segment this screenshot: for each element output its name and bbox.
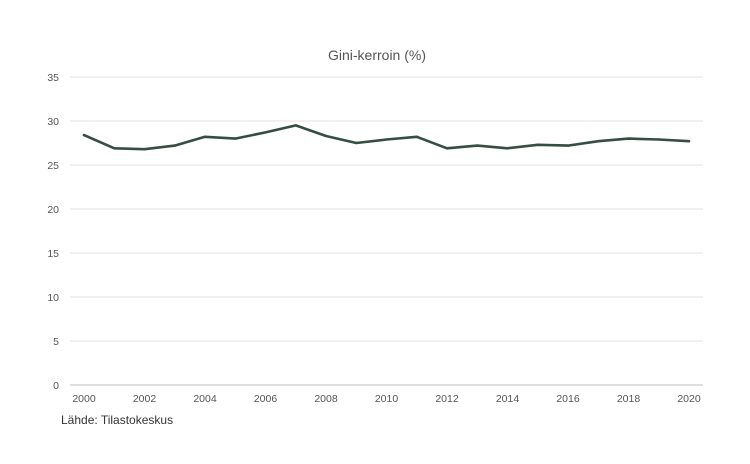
series-layer [82,124,691,151]
data-point [324,134,328,138]
y-tick-label: 10 [47,292,59,304]
data-point [506,147,509,150]
y-tick-label: 20 [47,204,59,216]
x-tick-label: 2002 [133,393,157,405]
data-point [415,135,418,139]
data-point [82,133,86,137]
x-tick-label: 2018 [617,393,641,405]
data-point [687,140,691,143]
data-point [294,124,297,127]
y-axis-ticks: 0 5 10 15 20 25 30 35 [47,72,59,392]
y-tick-label: 25 [47,160,59,172]
x-tick-label: 2012 [435,393,459,405]
gridlines [70,76,703,386]
x-tick-label: 2016 [556,393,580,405]
data-point [173,144,176,147]
data-point [355,141,358,145]
x-tick-label: 2004 [193,393,217,405]
data-point [143,147,146,151]
data-point [264,131,267,134]
data-point [627,137,630,140]
y-tick-label: 30 [47,116,59,128]
chart-title: Gini-kerroin (%) [328,47,426,63]
x-tick-label: 2000 [72,393,96,405]
y-tick-label: 35 [47,72,59,84]
data-point [536,143,539,146]
data-point [234,137,237,140]
data-point [597,140,600,143]
y-tick-label: 0 [53,380,59,392]
x-tick-label: 2008 [314,393,338,405]
data-point [203,135,207,139]
y-tick-label: 15 [47,248,59,260]
data-point [113,147,116,150]
x-tick-label: 2014 [496,393,520,405]
x-tick-label: 2010 [375,393,399,405]
data-point [476,144,479,147]
data-point [385,138,388,141]
data-point [445,147,449,150]
x-tick-label: 2020 [677,393,701,405]
y-tick-label: 5 [53,336,59,348]
data-point [566,144,570,147]
source-note: Lähde: Tilastokeskus [61,413,174,427]
x-axis-ticks: 2000 2002 2004 2006 2008 2010 2012 2014 2016 2018… [72,393,701,405]
x-tick-label: 2006 [254,393,278,405]
data-point [657,138,660,141]
